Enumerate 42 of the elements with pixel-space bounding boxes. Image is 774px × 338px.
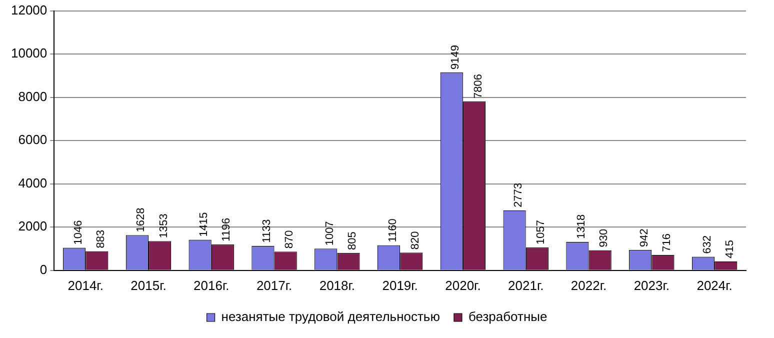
x-tick-label: 2022г. xyxy=(570,278,607,293)
x-tick-label: 2021г. xyxy=(508,278,544,293)
data-label: 7806 xyxy=(472,74,484,99)
data-label: 1628 xyxy=(135,208,148,232)
data-label: 632 xyxy=(701,235,714,254)
data-label: 942 xyxy=(638,228,650,248)
y-tick-label: 4000 xyxy=(18,175,48,190)
x-tick-label: 2018г. xyxy=(319,278,356,293)
x-tick-label: 2024г. xyxy=(696,278,732,293)
x-tick-label: 2019г. xyxy=(382,278,418,293)
data-label: 1160 xyxy=(386,218,399,242)
data-label: 1318 xyxy=(575,214,588,239)
y-tick-label: 0 xyxy=(40,262,48,277)
legend-label: безработные xyxy=(468,309,548,324)
y-tick-label: 12000 xyxy=(10,2,48,18)
x-tick-label: 2014г. xyxy=(68,278,104,293)
data-label: 883 xyxy=(94,230,107,248)
y-tick-label: 6000 xyxy=(18,132,48,148)
data-label: 716 xyxy=(661,234,674,252)
data-label: 1046 xyxy=(72,220,84,245)
x-tick-label: 2023г. xyxy=(634,278,670,293)
data-label: 1415 xyxy=(198,212,210,237)
data-label: 1007 xyxy=(324,221,336,246)
x-tick-label: 2020г. xyxy=(445,278,481,293)
data-label: 1353 xyxy=(158,214,170,238)
data-label: 930 xyxy=(598,228,610,248)
x-tick-label: 2016г. xyxy=(194,278,230,293)
data-label: 805 xyxy=(346,232,359,250)
data-label: 820 xyxy=(409,231,422,250)
x-tick-label: 2015г. xyxy=(130,278,166,293)
data-label: 415 xyxy=(724,240,736,258)
data-label: 9149 xyxy=(450,44,462,70)
data-label: 1133 xyxy=(260,219,273,243)
data-label: 870 xyxy=(284,230,296,249)
y-tick-label: 2000 xyxy=(18,218,48,234)
legend-label: незанятые трудовой деятельностью xyxy=(221,309,440,324)
x-tick-label: 2017г. xyxy=(256,278,292,293)
data-label: 1196 xyxy=(220,218,233,242)
data-label: 1057 xyxy=(535,220,548,245)
data-label: 2773 xyxy=(512,182,525,208)
y-tick-label: 8000 xyxy=(18,88,48,104)
y-tick-label: 10000 xyxy=(10,46,48,61)
